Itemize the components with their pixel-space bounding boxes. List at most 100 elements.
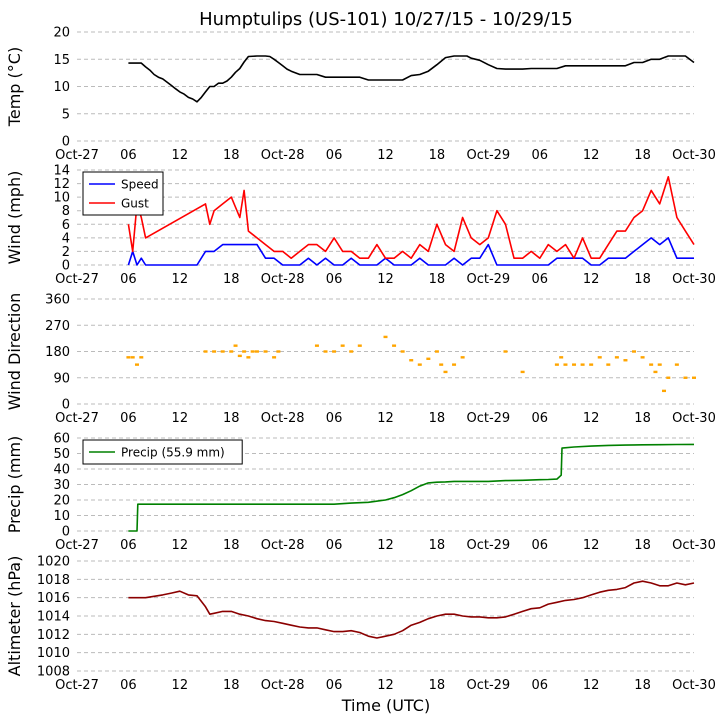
y-tick-label: 20 (53, 494, 70, 509)
y-tick-label: 20 (53, 26, 70, 41)
y-tick-label: 1014 (37, 610, 70, 625)
y-axis-label: Precip (mm) (5, 436, 24, 534)
x-tick-label: Oct-28 (261, 272, 305, 287)
y-tick-label: 1018 (37, 573, 70, 588)
x-tick-label: 12 (377, 148, 394, 163)
data-point (130, 356, 135, 359)
y-tick-label: 0 (62, 135, 70, 150)
x-tick-label: 18 (634, 538, 651, 553)
x-tick-label: Oct-29 (466, 678, 510, 693)
data-point (632, 350, 637, 353)
data-point (392, 344, 397, 347)
y-tick-label: 1010 (37, 646, 70, 661)
chart-title: Humptulips (US-101) 10/27/15 - 10/29/15 (199, 9, 573, 30)
data-point (237, 354, 242, 358)
x-tick-label: 18 (223, 538, 240, 553)
data-point (554, 363, 559, 366)
y-tick-label: 60 (53, 432, 70, 447)
y-tick-label: 12 (53, 177, 70, 192)
data-point (439, 363, 444, 366)
x-tick-label: 12 (377, 411, 394, 426)
panel-direction: 0 90 180 270 360 Oct-27 06 12 18 Oct-28 06 12 18 Oct-… (5, 293, 716, 427)
x-tick-label: 18 (429, 411, 446, 426)
x-tick-label: Oct-28 (261, 148, 305, 163)
x-axis-label: Time (UTC) (341, 696, 430, 715)
x-tick-label: 12 (377, 678, 394, 693)
data-point (263, 350, 268, 353)
legend-box (82, 171, 164, 216)
x-tick-label: 12 (377, 538, 394, 553)
panel-altimeter: 1008 1010 1012 1014 1016 1018 1020 Oct-27 06 12 18… (5, 555, 716, 694)
y-tick-label: 1012 (37, 628, 70, 643)
y-tick-label: 50 (53, 447, 70, 462)
x-tick-label: Oct-28 (261, 411, 305, 426)
y-tick-label: 90 (53, 371, 70, 386)
x-tick-label: Oct-27 (55, 411, 99, 426)
data-point (400, 350, 405, 353)
data-point (692, 376, 696, 379)
x-tick-label: Oct-28 (261, 538, 305, 553)
x-tick-label: 12 (172, 411, 189, 426)
x-tick-label: 18 (223, 678, 240, 693)
data-point (314, 344, 319, 347)
x-tick-label: 06 (531, 411, 548, 426)
x-tick-label: 12 (583, 272, 600, 287)
x-tick-label: 12 (377, 272, 394, 287)
x-tick-label: 06 (326, 538, 343, 553)
x-tick-label: 06 (120, 411, 137, 426)
y-tick-label: 180 (45, 345, 70, 360)
data-point (139, 356, 144, 359)
y-tick-label: 30 (53, 478, 70, 493)
data-point (580, 363, 585, 366)
data-point (212, 350, 217, 353)
data-point (434, 350, 439, 353)
x-tick-label: 18 (429, 678, 446, 693)
x-tick-label: 06 (120, 148, 137, 163)
data-point (126, 356, 131, 359)
y-tick-label: 1008 (37, 665, 70, 680)
x-tick-label: 12 (172, 148, 189, 163)
x-tick-label: 18 (429, 538, 446, 553)
data-point (623, 359, 628, 362)
data-point (323, 350, 328, 353)
y-tick-label: 5 (62, 107, 70, 122)
data-point (383, 335, 388, 339)
x-tick-label: 18 (223, 272, 240, 287)
data-point (649, 363, 654, 366)
y-tick-label: 10 (53, 80, 70, 95)
x-tick-label: 06 (326, 678, 343, 693)
x-tick-label: 12 (583, 148, 600, 163)
x-tick-label: 06 (531, 272, 548, 287)
data-point (606, 363, 611, 366)
x-tick-label: 18 (634, 678, 651, 693)
x-tick-label: 12 (583, 411, 600, 426)
y-tick-label: 14 (53, 164, 70, 179)
data-point (559, 356, 564, 359)
x-tick-label: Oct-29 (466, 538, 510, 553)
x-tick-label: 06 (120, 538, 137, 553)
data-point (653, 370, 658, 374)
legend-entry: Precip (55.9 mm) (121, 446, 225, 460)
x-tick-label: 12 (172, 678, 189, 693)
x-tick-label: 06 (531, 148, 548, 163)
data-point (666, 376, 671, 379)
data-point (229, 350, 234, 353)
panel-temp: 0 5 10 15 20 Oct-27 06 12 18 Oct-28 06 12 18 Oct-29 06… (5, 26, 716, 164)
x-tick-label: 18 (634, 411, 651, 426)
x-tick-label: 06 (326, 411, 343, 426)
data-point (134, 363, 139, 366)
data-point (357, 344, 362, 347)
x-tick-label: Oct-30 (672, 678, 716, 693)
legend-entry: Speed (121, 178, 159, 192)
data-point (332, 350, 337, 353)
data-point (443, 370, 448, 374)
y-tick-label: 360 (45, 293, 70, 308)
x-tick-label: 18 (634, 148, 651, 163)
x-tick-label: Oct-30 (672, 272, 716, 287)
x-tick-label: 12 (172, 538, 189, 553)
data-point (250, 350, 255, 353)
data-point (246, 356, 251, 359)
